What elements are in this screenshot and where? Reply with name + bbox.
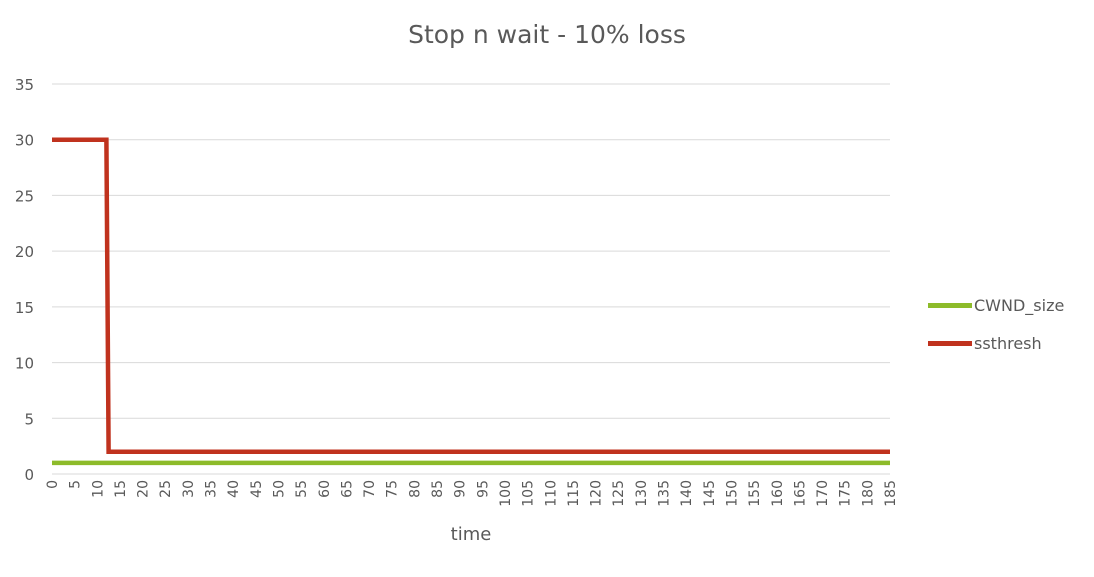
- legend-item-ssthresh: ssthresh: [928, 324, 1064, 362]
- x-tick-label: 115: [566, 480, 582, 507]
- y-axis-ticks: 0 5 10 15 20 25 30 35: [15, 76, 34, 484]
- x-tick-label: 75: [385, 480, 401, 498]
- x-tick-label: 155: [747, 480, 763, 507]
- x-axis-ticks: 0 5 10 15 20 25 30 35 40 45 50 55 60 65 70 75 80 85 90 95 10…: [45, 480, 899, 507]
- x-tick-label: 120: [589, 480, 605, 507]
- x-tick-label: 85: [430, 480, 446, 498]
- x-tick-label: 105: [521, 480, 537, 507]
- x-tick-label: 170: [815, 480, 831, 507]
- y-tick-label: 25: [15, 187, 34, 205]
- x-tick-label: 175: [838, 480, 854, 507]
- x-tick-label: 15: [113, 480, 129, 498]
- x-tick-label: 10: [90, 480, 106, 498]
- y-tick-label: 0: [24, 466, 34, 484]
- x-tick-label: 125: [611, 480, 627, 507]
- legend: CWND_size ssthresh: [928, 286, 1064, 362]
- x-tick-label: 180: [860, 480, 876, 507]
- x-tick-label: 90: [453, 480, 469, 498]
- grid-lines: [52, 83, 890, 475]
- x-tick-label: 5: [68, 480, 84, 489]
- y-tick-label: 20: [15, 243, 34, 261]
- x-tick-label: 140: [679, 480, 695, 507]
- series-lines: [52, 137, 890, 466]
- series-line-ssthresh: [52, 137, 890, 454]
- x-tick-label: 95: [475, 480, 491, 498]
- y-tick-label: 10: [15, 355, 34, 373]
- x-tick-label: 185: [883, 480, 899, 507]
- y-tick-label: 30: [15, 132, 34, 150]
- x-tick-label: 50: [271, 480, 287, 498]
- x-tick-label: 160: [770, 480, 786, 507]
- y-tick-label: 15: [15, 299, 34, 317]
- x-tick-label: 80: [407, 480, 423, 498]
- x-tick-label: 30: [181, 480, 197, 498]
- x-tick-label: 135: [657, 480, 673, 507]
- x-tick-label: 60: [317, 480, 333, 498]
- x-tick-label: 130: [634, 480, 650, 507]
- x-tick-label: 45: [249, 480, 265, 498]
- legend-item-cwnd: CWND_size: [928, 286, 1064, 324]
- legend-swatch-cwnd: [928, 302, 972, 308]
- x-tick-label: 100: [498, 480, 514, 507]
- x-tick-label: 70: [362, 480, 378, 498]
- x-tick-label: 55: [294, 480, 310, 498]
- x-tick-label: 150: [724, 480, 740, 507]
- x-tick-label: 40: [226, 480, 242, 498]
- x-tick-label: 20: [136, 480, 152, 498]
- chart-title: Stop n wait - 10% loss: [408, 20, 686, 49]
- x-tick-label: 0: [45, 480, 61, 489]
- legend-label-ssthresh: ssthresh: [974, 333, 1042, 353]
- legend-swatch-ssthresh: [928, 340, 972, 346]
- x-tick-label: 35: [204, 480, 220, 498]
- x-tick-label: 165: [792, 480, 808, 507]
- x-tick-label: 25: [158, 480, 174, 498]
- x-tick-label: 65: [339, 480, 355, 498]
- legend-label-cwnd: CWND_size: [974, 295, 1065, 315]
- y-tick-label: 5: [24, 410, 34, 428]
- y-tick-label: 35: [15, 76, 34, 94]
- x-axis-label: time: [450, 524, 492, 545]
- x-tick-label: 145: [702, 480, 718, 507]
- x-tick-label: 110: [543, 480, 559, 507]
